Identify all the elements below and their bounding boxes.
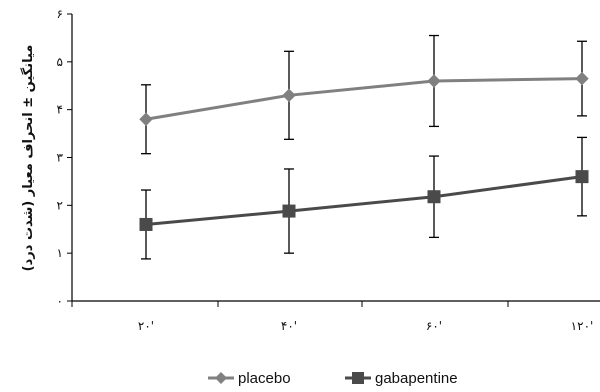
tick-labels: ۰ ۱ ۲ ۳ ۴ ۵ ۶ ۲۰' ۴۰' ۶۰' ۱۲۰'	[57, 7, 594, 333]
legend: placebo gabapentine	[208, 370, 458, 387]
y-tick-label: ۵	[57, 55, 63, 69]
marker-placebo	[575, 71, 589, 86]
y-tick-label: ۳	[57, 151, 64, 165]
legend-label-gabapentine: gabapentine	[375, 370, 458, 387]
x-tick-label: ۱۲۰'	[571, 319, 594, 333]
marker-gabapentine	[427, 190, 441, 204]
series-line-placebo	[145, 77, 583, 121]
y-tick-label: ۶	[57, 7, 63, 21]
x-tick-label: ۲۰'	[138, 319, 154, 333]
marker-gabapentine	[139, 217, 153, 231]
y-tick-label: ۰	[57, 294, 63, 308]
y-tick-label: ۲	[57, 198, 63, 212]
series-lines	[145, 77, 583, 226]
legend-label-placebo: placebo	[238, 370, 291, 387]
x-tick-label: ۶۰'	[426, 319, 442, 333]
marker-gabapentine	[575, 170, 589, 184]
marker-placebo	[282, 88, 296, 103]
data-markers	[139, 71, 589, 231]
y-tick-label: ۱	[57, 246, 63, 260]
y-tick-label: ۴	[57, 103, 63, 117]
marker-placebo	[427, 74, 441, 88]
marker-placebo	[139, 112, 153, 126]
error-bars	[141, 34, 587, 260]
y-axis-label: میانگین ± انحراف معیار (شدت درد)	[20, 45, 36, 272]
axes	[67, 13, 600, 307]
marker-gabapentine	[282, 204, 296, 218]
series-line-gabapentine	[145, 175, 583, 226]
x-tick-label: ۴۰'	[281, 319, 297, 333]
legend-marker	[215, 372, 227, 384]
legend-marker	[352, 372, 364, 384]
